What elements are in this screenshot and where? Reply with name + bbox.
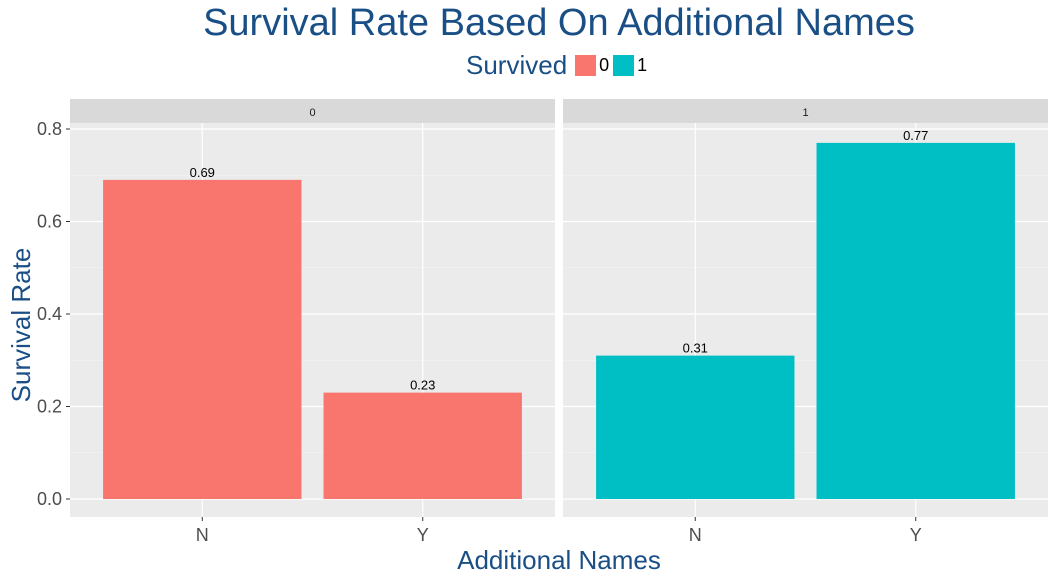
bar-0-Y xyxy=(323,392,522,499)
x-tick-label-Y: Y xyxy=(417,525,429,545)
y-axis-title: Survival Rate xyxy=(6,248,36,403)
data-label-0-Y: 0.23 xyxy=(410,378,435,393)
data-label-0-N: 0.69 xyxy=(190,165,215,180)
y-tick-label: 0.0 xyxy=(37,489,62,509)
legend-swatch-0 xyxy=(575,54,597,76)
y-tick-label: 0.2 xyxy=(37,397,62,417)
x-tick-label-N: N xyxy=(196,525,209,545)
x-tick-label-Y: Y xyxy=(910,525,922,545)
x-tick-label-N: N xyxy=(689,525,702,545)
chart-title: Survival Rate Based On Additional Names xyxy=(203,2,915,44)
y-tick-label: 0.8 xyxy=(37,119,62,139)
data-label-1-N: 0.31 xyxy=(683,341,708,356)
legend-label-1: 1 xyxy=(637,54,648,75)
legend-swatch-1 xyxy=(613,54,635,76)
y-tick-label: 0.4 xyxy=(37,304,62,324)
facet-strip-label-1: 1 xyxy=(802,107,808,119)
legend-title: Survived xyxy=(466,49,568,80)
legend-label-0: 0 xyxy=(599,54,610,75)
bar-1-Y xyxy=(816,142,1015,499)
facet-strip-0 xyxy=(70,99,555,123)
y-tick-label: 0.6 xyxy=(37,212,62,232)
legend-item-0: 0 xyxy=(575,54,610,76)
facet-strip-label-0: 0 xyxy=(309,107,315,119)
facet-strip-1 xyxy=(563,99,1048,123)
x-axis-title: Additional Names xyxy=(457,545,661,575)
legend-item-1: 1 xyxy=(613,54,648,76)
bar-1-N xyxy=(596,355,795,499)
bar-0-N xyxy=(103,179,302,499)
data-label-1-Y: 0.77 xyxy=(903,128,928,143)
legend: Survived 0 1 xyxy=(466,50,651,80)
